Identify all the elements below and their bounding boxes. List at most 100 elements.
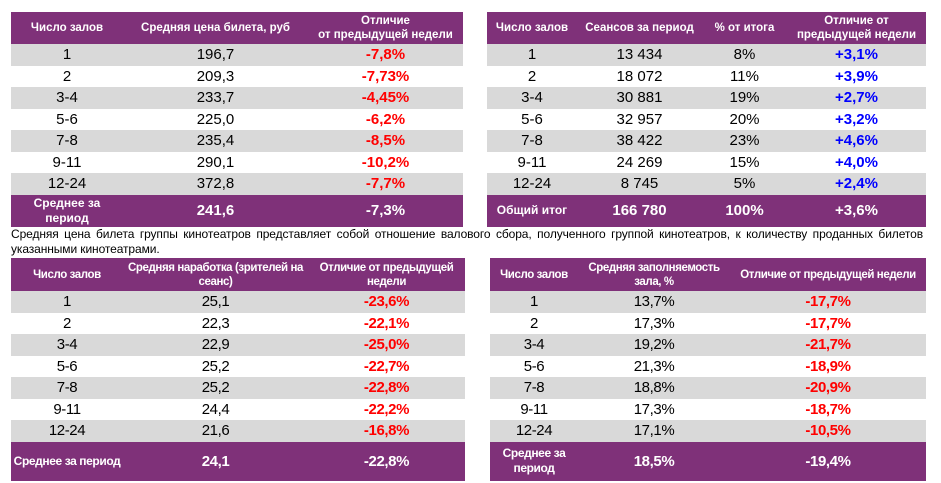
hall-count-cell: 2 bbox=[527, 67, 537, 85]
total-value: 241,6 bbox=[123, 194, 308, 227]
change-cell: -20,9% bbox=[730, 377, 926, 399]
value-cell: 21,3% bbox=[633, 357, 675, 375]
table-row: 12-24 372,8 -7,7% bbox=[11, 173, 463, 195]
hall-count-cell: 9-11 bbox=[517, 153, 547, 171]
value-cell: 19,2% bbox=[578, 334, 730, 356]
hall-count-cell: 1 bbox=[490, 291, 578, 313]
change-cell: +4,6% bbox=[787, 130, 926, 152]
table-row: 3-4 19,2% -21,7% bbox=[490, 334, 926, 356]
table-row: 7-8 235,4 -8,5% bbox=[11, 130, 463, 152]
change-cell: -6,2% bbox=[365, 110, 406, 128]
change-cell: +3,9% bbox=[835, 67, 878, 85]
value-cell: 17,3% bbox=[633, 400, 675, 418]
value-cell: 8% bbox=[702, 44, 787, 66]
table-row: 3-4 22,9 -25,0% bbox=[11, 334, 465, 356]
value-cell: 15% bbox=[729, 153, 760, 171]
change-cell: -10,2% bbox=[361, 153, 410, 171]
hall-count-cell: 7-8 bbox=[11, 377, 123, 399]
header-row: Число залов Средняя наработка (зрителей н… bbox=[11, 258, 465, 291]
hall-count-cell: 3-4 bbox=[11, 87, 123, 109]
change-cell: -22,7% bbox=[363, 357, 410, 375]
value-cell: 19% bbox=[702, 87, 787, 109]
column-header: Отличие от предыдущей недели bbox=[308, 258, 465, 291]
hall-count-cell: 3-4 bbox=[11, 334, 123, 356]
hall-count-cell: 7-8 bbox=[490, 377, 578, 399]
value-cell: 32 957 bbox=[616, 110, 663, 128]
hall-count-cell: 12-24 bbox=[490, 420, 578, 442]
table-row: 1 25,1 -23,6% bbox=[11, 291, 465, 313]
total-row: Среднее за период 24,1 -22,8% bbox=[11, 441, 465, 481]
value-cell: 290,1 bbox=[196, 153, 235, 171]
value-cell: 225,0 bbox=[196, 110, 235, 128]
change-cell: -21,7% bbox=[730, 334, 926, 356]
hall-count-cell: 1 bbox=[11, 291, 123, 313]
value-cell: 17,1% bbox=[578, 420, 730, 442]
change-cell: -18,9% bbox=[805, 357, 851, 375]
total-value: 100% bbox=[702, 194, 787, 227]
total-label: Среднее за период bbox=[490, 441, 578, 481]
hall-count-cell: 9-11 bbox=[520, 400, 548, 418]
table-row: 12-24 21,6 -16,8% bbox=[11, 420, 465, 442]
hall-count-cell: 9-11 bbox=[52, 153, 82, 171]
change-cell: -10,5% bbox=[730, 420, 926, 442]
change-cell: +3,2% bbox=[835, 110, 878, 128]
hall-count-cell: 5-6 bbox=[56, 357, 78, 375]
column-header: Средняя цена билета, руб bbox=[123, 12, 308, 44]
table-row: 9-11 17,3% -18,7% bbox=[490, 399, 926, 421]
change-cell: -4,45% bbox=[308, 87, 463, 109]
header-row: Число залов Средняя цена билета, руб Отлич… bbox=[11, 12, 463, 44]
hall-count-cell: 5-6 bbox=[56, 110, 78, 128]
change-cell: -8,5% bbox=[308, 130, 463, 152]
hall-count-cell: 5-6 bbox=[523, 357, 545, 375]
hall-count-cell: 12-24 bbox=[11, 173, 123, 195]
change-cell: +4,0% bbox=[835, 153, 878, 171]
value-cell: 196,7 bbox=[123, 44, 308, 66]
total-value: -19,4% bbox=[730, 441, 926, 481]
hall-count-cell: 5-6 bbox=[521, 110, 543, 128]
value-cell: 24,4 bbox=[201, 400, 230, 418]
hall-count-cell: 2 bbox=[62, 67, 72, 85]
table-row: 5-6 25,2 -22,7% bbox=[11, 356, 465, 378]
table-row: 5-6 225,0 -6,2% bbox=[11, 109, 463, 131]
change-cell: -7,7% bbox=[308, 173, 463, 195]
column-header: Средняя заполняемость зала, % bbox=[578, 258, 730, 291]
hall-count-cell: 7-8 bbox=[487, 130, 577, 152]
total-value: 18,5% bbox=[578, 441, 730, 481]
column-header: Число залов bbox=[11, 12, 123, 44]
column-header: % от итога bbox=[702, 12, 787, 44]
price-definition-note: Средняя цена билета группы кинотеатров п… bbox=[11, 227, 923, 256]
value-cell: 13 434 bbox=[577, 44, 702, 66]
total-value: -22,8% bbox=[308, 441, 465, 481]
hall-count-cell: 1 bbox=[487, 44, 577, 66]
value-cell: 30 881 bbox=[577, 87, 702, 109]
table-row: 12-24 17,1% -10,5% bbox=[490, 420, 926, 442]
table-row: 3-4 30 881 19% +2,7% bbox=[487, 87, 926, 109]
change-cell: -18,7% bbox=[805, 400, 851, 418]
table-row: 12-24 8 745 5% +2,4% bbox=[487, 173, 926, 195]
table-row: 1 13 434 8% +3,1% bbox=[487, 44, 926, 66]
value-cell: 11% bbox=[730, 67, 759, 85]
hall-count-cell: 9-11 bbox=[53, 400, 81, 418]
change-cell: -25,0% bbox=[308, 334, 465, 356]
column-header: Число залов bbox=[487, 12, 577, 44]
column-header: Отличие от предыдущей недели bbox=[730, 258, 926, 291]
value-cell: 25,2 bbox=[123, 377, 308, 399]
total-row: Среднее за период 18,5% -19,4% bbox=[490, 441, 926, 481]
total-value: +3,6% bbox=[787, 194, 926, 227]
value-cell: 24 269 bbox=[616, 153, 663, 171]
total-row: Среднее за период 241,6 -7,3% bbox=[11, 194, 463, 227]
change-cell: -22,8% bbox=[308, 377, 465, 399]
table-row: 7-8 25,2 -22,8% bbox=[11, 377, 465, 399]
value-cell: 8 745 bbox=[577, 173, 702, 195]
column-header: Средняя наработка (зрителей на сеанс) bbox=[123, 258, 308, 291]
table-row: 2 18 072 11% +3,9% bbox=[487, 66, 926, 88]
value-cell: 22,3 bbox=[201, 314, 230, 332]
value-cell: 18,8% bbox=[578, 377, 730, 399]
hall-count-cell: 12-24 bbox=[487, 173, 577, 195]
table-row: 7-8 38 422 23% +4,6% bbox=[487, 130, 926, 152]
table-row: 7-8 18,8% -20,9% bbox=[490, 377, 926, 399]
change-cell: -16,8% bbox=[308, 420, 465, 442]
change-cell: -22,1% bbox=[363, 314, 410, 332]
column-header: Число залов bbox=[490, 258, 578, 291]
value-cell: 18 072 bbox=[616, 67, 663, 85]
